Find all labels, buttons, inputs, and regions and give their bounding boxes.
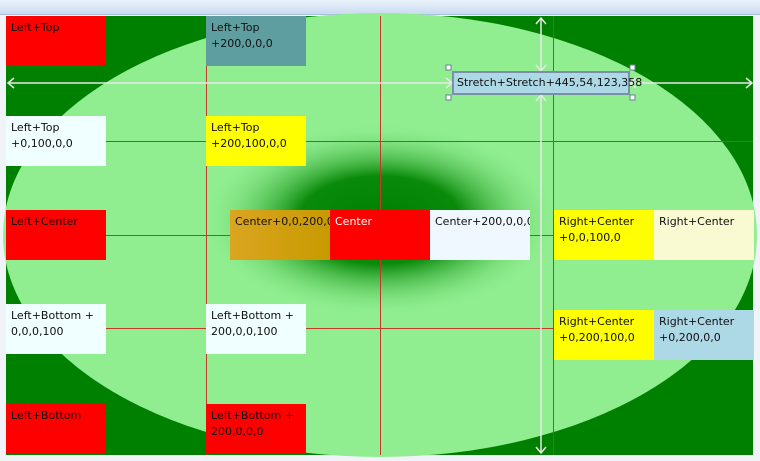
box[interactable]: Left+Top +0,100,0,0 xyxy=(6,116,106,166)
box-label: Right+Center xyxy=(559,215,635,228)
box[interactable]: Center xyxy=(330,210,430,260)
handle[interactable] xyxy=(629,64,636,71)
box-label: Left+Top xyxy=(211,21,260,34)
box[interactable]: Left+Top xyxy=(6,16,106,66)
box-label: 200,0,0,0 xyxy=(211,425,264,438)
box-label: +0,100,0,0 xyxy=(11,137,73,150)
box-label: Center+200,0,0,0 xyxy=(435,215,530,228)
box-label: Left+Bottom xyxy=(11,409,82,422)
box-label: +0,0,100,0 xyxy=(559,231,621,244)
box-label: Left+Top xyxy=(11,21,60,34)
box[interactable]: Left+Center xyxy=(6,210,106,260)
box-label: Left+Center xyxy=(11,215,78,228)
box-label: +200,0,0,0 xyxy=(211,37,273,50)
box-label: Right+Center xyxy=(559,315,635,328)
box-label: +200,100,0,0 xyxy=(211,137,287,150)
box[interactable]: Right+Center +0,0,100,0 xyxy=(554,210,654,260)
box-label: Center+0,0,200,0 xyxy=(235,215,330,228)
box[interactable]: Left+Bottom + 200,0,0,0 xyxy=(206,404,306,454)
box[interactable]: Right+Center +0,200,0,0 xyxy=(654,310,754,360)
handle[interactable] xyxy=(629,94,636,101)
box[interactable]: Left+Top +200,0,0,0 xyxy=(206,16,306,66)
handles xyxy=(445,64,636,101)
box[interactable]: Center+200,0,0,0 xyxy=(430,210,530,260)
box-label: 0,0,0,100 xyxy=(11,325,64,338)
box-label: Left+Bottom + xyxy=(211,409,294,422)
box-label: Left+Bottom + xyxy=(11,309,94,322)
box[interactable]: Center+0,0,200,0 xyxy=(230,210,330,260)
box-label: Left+Bottom + xyxy=(211,309,294,322)
box-label: +0,200,0,0 xyxy=(659,331,721,344)
box-label: Right+Center xyxy=(659,315,735,328)
box-label: Right+Center xyxy=(659,215,735,228)
box-label: +0,200,100,0 xyxy=(559,331,635,344)
box[interactable]: Left+Top +200,100,0,0 xyxy=(206,116,306,166)
box[interactable]: Left+Bottom xyxy=(6,404,106,454)
selected-box[interactable]: Stretch+Stretch+445,54,123,358 xyxy=(452,71,642,95)
box[interactable]: Left+Bottom + 200,0,0,100 xyxy=(206,304,306,354)
box-label: Left+Top xyxy=(11,121,60,134)
box-label: Left+Top xyxy=(211,121,260,134)
handle[interactable] xyxy=(445,94,452,101)
box-label: Center xyxy=(335,215,373,228)
box-label: 200,0,0,100 xyxy=(211,325,278,338)
box[interactable]: Right+Center +0,200,100,0 xyxy=(554,310,654,360)
box[interactable]: Right+Center xyxy=(654,210,754,260)
handle[interactable] xyxy=(445,64,452,71)
box[interactable]: Left+Bottom + 0,0,0,100 xyxy=(6,304,106,354)
